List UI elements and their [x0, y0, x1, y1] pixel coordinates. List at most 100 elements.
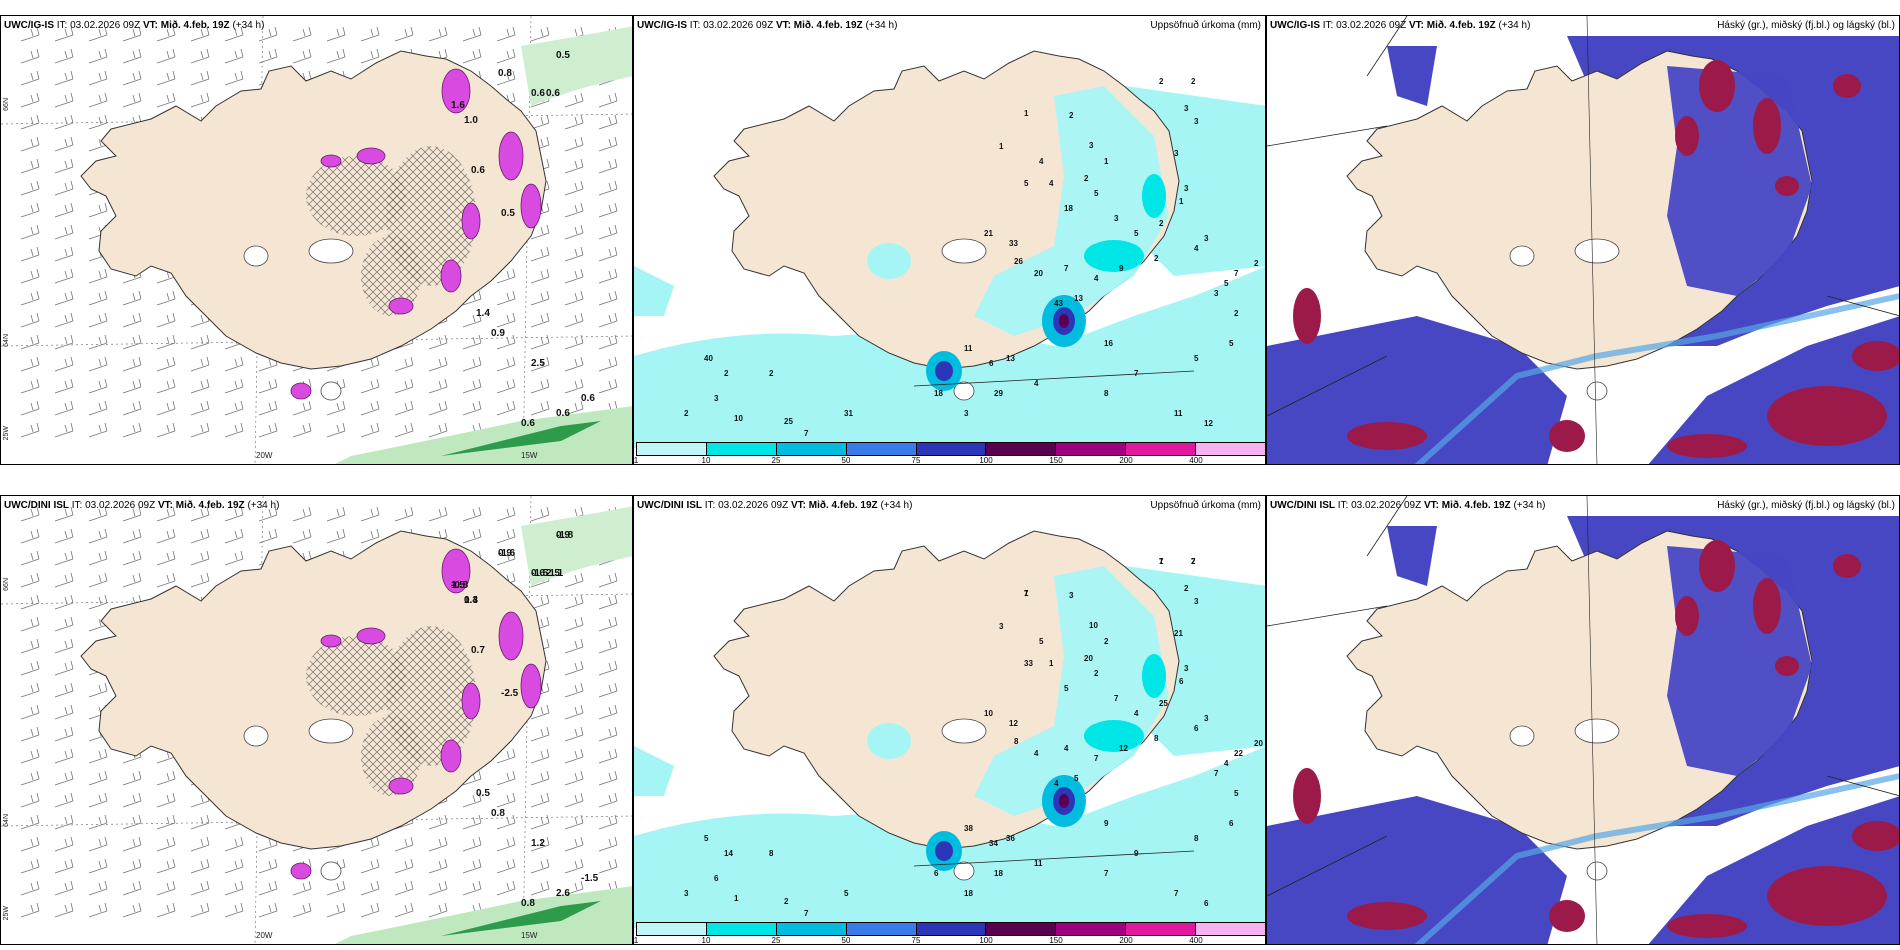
map-canvas: -1.8-1.6-1.5-1.1-0.81.40.7-2.50.50.81.22…: [1, 496, 632, 944]
colorbar-tick: 100: [979, 936, 993, 945]
lat-label: 64N: [3, 814, 10, 827]
lon-label: 15W: [521, 931, 538, 940]
value-label: 18: [1064, 204, 1073, 213]
panel-clouds-dini: UWC/DINI ISL IT: 03.02.2026 09Z VT: Mið.…: [1266, 495, 1900, 945]
value-label: 36: [1006, 834, 1015, 843]
panel-temperature-dini: -1.8 -1.6 -1.5 -1.1 -0.8 1.4 0.7 -2.5 0.5 0.8 1.2 2…: [0, 495, 633, 945]
value-label: 1: [1049, 659, 1054, 668]
value-label: 12: [1204, 419, 1213, 428]
value-label: 0.6: [531, 568, 545, 579]
colorbar-swatch: [986, 923, 1057, 935]
value-label: 5: [1194, 354, 1199, 363]
value-label: 8: [1154, 734, 1159, 743]
colorbar-swatch: [1196, 443, 1265, 455]
value-label: 20: [1084, 654, 1093, 663]
value-label: 3: [1069, 591, 1074, 600]
colorbar-swatch: [706, 443, 777, 455]
value-label: 33: [1024, 659, 1033, 668]
value-label: 26: [1014, 257, 1023, 266]
header-it: 03.02.2026 09Z: [1336, 20, 1407, 31]
value-label: 4: [1039, 157, 1044, 166]
panel-right-title: Uppsöfnuð úrkoma (mm): [1150, 500, 1261, 511]
value-label: 5: [1094, 189, 1099, 198]
header-vt: Mið. 4.feb. 19Z: [160, 20, 230, 31]
value-label: 7: [1114, 694, 1119, 703]
value-label: 10: [1089, 621, 1098, 630]
header-vt-label: VT:: [775, 20, 791, 31]
value-label: 0.5: [556, 50, 570, 61]
value-label: 3: [1089, 141, 1094, 150]
value-label: 2: [1184, 584, 1189, 593]
value-label: 3: [1194, 597, 1199, 606]
colorbar-swatch: [986, 443, 1057, 455]
value-label: 5: [1134, 229, 1139, 238]
value-label: 3: [1214, 289, 1219, 298]
colorbar-swatch: [1196, 923, 1265, 935]
colorbar-tick: 25: [771, 936, 781, 945]
header-model: UWC/DINI ISL: [4, 500, 69, 511]
value-label: 7: [1104, 869, 1109, 878]
value-label: 1.4: [464, 595, 478, 606]
value-label: 5: [1039, 637, 1044, 646]
lon-label: 20W: [256, 451, 273, 460]
value-label: 2: [1084, 174, 1089, 183]
value-label: -1.1: [546, 568, 564, 579]
value-label: 0.8: [521, 898, 535, 909]
value-label: 5: [1074, 774, 1079, 783]
header-it-label: IT:: [1337, 500, 1349, 511]
header-lead: (+34 h): [232, 20, 265, 31]
value-label: 6: [934, 869, 939, 878]
value-label: 5: [1224, 279, 1229, 288]
value-label: 4: [1034, 749, 1039, 758]
value-label: 6: [1179, 677, 1184, 686]
value-label: 1: [1024, 109, 1029, 118]
header-model: UWC/IG-IS: [4, 20, 54, 31]
lat-label: 66N: [3, 578, 10, 591]
colorbar-tick: 200: [1119, 936, 1133, 945]
panel-precip-igis: 2 2 1 2 3 3 1 4 3 1 2 3 5 4 5 18 3 1 3 2 5 2 21 33 26 20 7 9 4 13 6 13 1…: [633, 15, 1266, 465]
colorbar-tick: 75: [911, 456, 921, 465]
value-label: 3: [1204, 714, 1209, 723]
panel-precip-dini: 1 2 1 3 2 3 3 5 10 2 20 21 33 1 2 5 3 6 7 25 4 8 10 12 8 4 4 12 7 5 34…: [633, 495, 1266, 945]
header-it: 03.02.2026 09Z: [703, 20, 774, 31]
colorbar-tick: 1: [633, 936, 639, 945]
value-label: 5: [844, 889, 849, 898]
value-label: 34: [989, 839, 998, 848]
value-label: 2: [684, 409, 689, 418]
header-vt-label: VT:: [157, 500, 173, 511]
value-label: 11: [1034, 859, 1043, 868]
value-label: 21: [1174, 629, 1183, 638]
value-label: 0.5: [501, 208, 515, 219]
value-label: 25: [1159, 699, 1168, 708]
value-label: 3: [1184, 664, 1189, 673]
value-label: 3: [999, 622, 1004, 631]
lat-label: 66N: [3, 98, 10, 111]
value-label: 31: [844, 409, 853, 418]
value-label: 1: [999, 142, 1004, 151]
header-it-label: IT:: [71, 500, 83, 511]
value-label: 5: [1064, 684, 1069, 693]
value-label: 2: [784, 897, 789, 906]
value-label: 3: [1174, 149, 1179, 158]
lon-label: 15W: [521, 451, 538, 460]
colorbar-swatch: [776, 443, 847, 455]
value-label: 7: [1174, 889, 1179, 898]
value-label: 4: [1094, 274, 1099, 283]
value-label: 0.9: [498, 548, 512, 559]
header-it-label: IT:: [1322, 20, 1334, 31]
value-label: 7: [1159, 557, 1164, 566]
value-label: 1.5: [451, 580, 465, 591]
value-label: 8: [1194, 834, 1199, 843]
value-label: 12: [1119, 744, 1128, 753]
panel-clouds-igis: UWC/IG-IS IT: 03.02.2026 09Z VT: Mið. 4.…: [1266, 15, 1900, 465]
header-it-label: IT:: [689, 20, 701, 31]
value-label: 18: [964, 889, 973, 898]
panel-header: UWC/IG-IS IT: 03.02.2026 09Z VT: Mið. 4.…: [1270, 20, 1530, 31]
value-label: 4: [1194, 244, 1199, 253]
value-label: 1.4: [476, 308, 490, 319]
value-label: 3: [964, 409, 969, 418]
value-label: 3: [1194, 117, 1199, 126]
colorbar-swatch: [846, 923, 917, 935]
value-label: 8: [769, 849, 774, 858]
